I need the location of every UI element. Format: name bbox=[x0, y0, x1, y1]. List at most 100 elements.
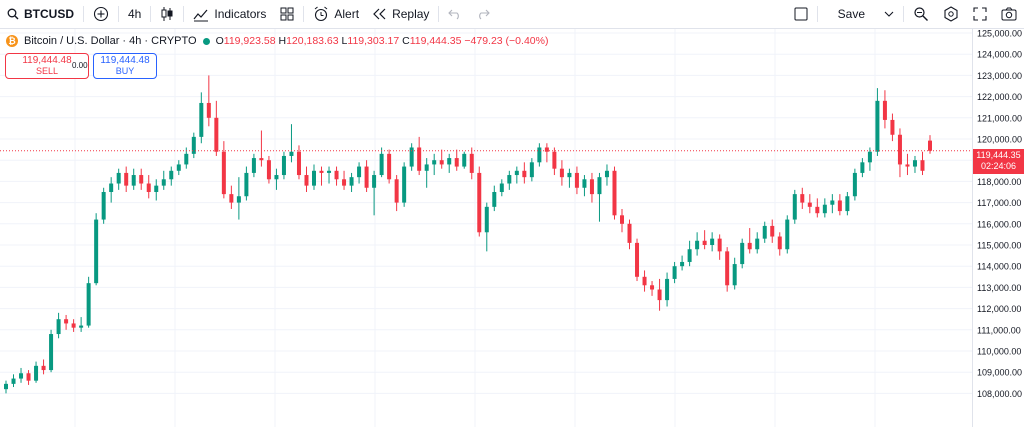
change-value: −479.23 (−0.40%) bbox=[464, 35, 549, 47]
candle-body bbox=[484, 206, 489, 233]
price-tick-label: 110,000.00 bbox=[977, 347, 1021, 357]
candle bbox=[852, 168, 857, 201]
candle bbox=[702, 230, 707, 250]
candle-body bbox=[807, 202, 812, 207]
candle bbox=[650, 281, 655, 296]
candle bbox=[672, 261, 677, 284]
candlestick-chart[interactable] bbox=[0, 29, 972, 427]
chart-type-button[interactable] bbox=[153, 0, 181, 28]
candle-body bbox=[710, 238, 715, 245]
undo-button[interactable] bbox=[441, 0, 469, 28]
low-value: 119,303.17 bbox=[347, 35, 400, 47]
search-icon bbox=[7, 8, 19, 20]
candle bbox=[86, 276, 91, 328]
candle bbox=[665, 272, 670, 307]
compare-symbol-button[interactable] bbox=[86, 0, 116, 28]
candle bbox=[334, 166, 339, 186]
current-price-label: 119,444.35 02:24:06 bbox=[973, 149, 1024, 174]
layout-button[interactable] bbox=[787, 0, 815, 28]
candle bbox=[161, 170, 166, 190]
candle bbox=[785, 215, 790, 254]
candle bbox=[206, 75, 211, 127]
save-button[interactable]: Save bbox=[820, 0, 877, 28]
candle-body bbox=[612, 170, 617, 216]
candle bbox=[732, 257, 737, 290]
candle-body bbox=[349, 177, 354, 186]
candle bbox=[387, 149, 392, 184]
candle-body bbox=[912, 160, 917, 167]
candle bbox=[574, 166, 579, 195]
candle-body bbox=[109, 183, 114, 192]
open-label: O bbox=[215, 35, 224, 47]
candle-body bbox=[777, 236, 782, 250]
candle bbox=[79, 317, 84, 332]
replay-button[interactable]: Replay bbox=[366, 0, 436, 28]
candle bbox=[101, 187, 106, 224]
candle-body bbox=[882, 100, 887, 120]
buy-button[interactable]: 119,444.48 BUY bbox=[93, 53, 157, 79]
candle-body bbox=[364, 166, 369, 188]
save-menu-button[interactable] bbox=[877, 0, 901, 28]
indicators-button[interactable]: Indicators bbox=[186, 0, 273, 28]
candle-body bbox=[304, 175, 309, 186]
candle-body bbox=[244, 172, 249, 197]
redo-icon bbox=[476, 8, 491, 20]
candle bbox=[845, 192, 850, 216]
price-tick-label: 125,000.00 bbox=[977, 29, 1022, 39]
candle bbox=[484, 202, 489, 252]
bar-countdown: 02:24:06 bbox=[980, 161, 1017, 171]
candle bbox=[822, 198, 827, 218]
candle-body bbox=[424, 164, 429, 171]
sell-button[interactable]: 119,444.48 SELL bbox=[5, 53, 89, 79]
redo-button[interactable] bbox=[469, 0, 497, 28]
candle-body bbox=[875, 100, 880, 152]
candle bbox=[882, 90, 887, 129]
price-axis[interactable]: 125,000.00 124,000.00 123,000.00 122,000.00… bbox=[972, 29, 1024, 427]
candle bbox=[244, 166, 249, 201]
candle-body bbox=[740, 242, 745, 265]
candle-body bbox=[574, 172, 579, 188]
candle bbox=[770, 219, 775, 243]
candle-body bbox=[928, 140, 932, 151]
symbol-search-button[interactable]: BTCUSD bbox=[0, 0, 81, 28]
candle bbox=[251, 153, 256, 178]
snapshot-button[interactable] bbox=[994, 0, 1024, 28]
fullscreen-icon bbox=[973, 7, 987, 21]
candle bbox=[589, 172, 594, 203]
candle bbox=[342, 170, 347, 190]
candle bbox=[116, 168, 121, 190]
price-tick-label: 124,000.00 bbox=[977, 50, 1022, 60]
candle-body bbox=[56, 319, 61, 335]
candle bbox=[725, 247, 730, 292]
candle bbox=[559, 160, 564, 186]
candle-body bbox=[184, 153, 189, 165]
settings-button[interactable] bbox=[936, 0, 966, 28]
candle bbox=[304, 166, 309, 192]
interval-button[interactable]: 4h bbox=[121, 0, 148, 28]
candle-body bbox=[319, 170, 324, 173]
candle-body bbox=[71, 323, 76, 328]
candle bbox=[837, 194, 842, 216]
candle-body bbox=[665, 278, 670, 301]
candle-body bbox=[402, 166, 407, 203]
templates-button[interactable] bbox=[273, 0, 301, 28]
candle bbox=[627, 219, 632, 250]
alert-button[interactable]: Alert bbox=[306, 0, 366, 28]
candle bbox=[597, 172, 602, 222]
candle bbox=[830, 194, 835, 214]
sell-label: SELL bbox=[35, 66, 59, 76]
candle-body bbox=[897, 134, 902, 165]
fullscreen-button[interactable] bbox=[966, 0, 994, 28]
candle bbox=[815, 198, 820, 218]
quick-search-button[interactable] bbox=[906, 0, 936, 28]
candle bbox=[357, 162, 362, 184]
candle bbox=[379, 147, 384, 178]
candle-body bbox=[26, 373, 31, 381]
candle-body bbox=[161, 179, 166, 186]
candle-body bbox=[522, 170, 527, 178]
candle bbox=[867, 147, 872, 171]
candle bbox=[11, 374, 16, 388]
candle-body bbox=[905, 164, 910, 167]
candle-body bbox=[492, 192, 497, 207]
candle-body bbox=[537, 147, 542, 163]
